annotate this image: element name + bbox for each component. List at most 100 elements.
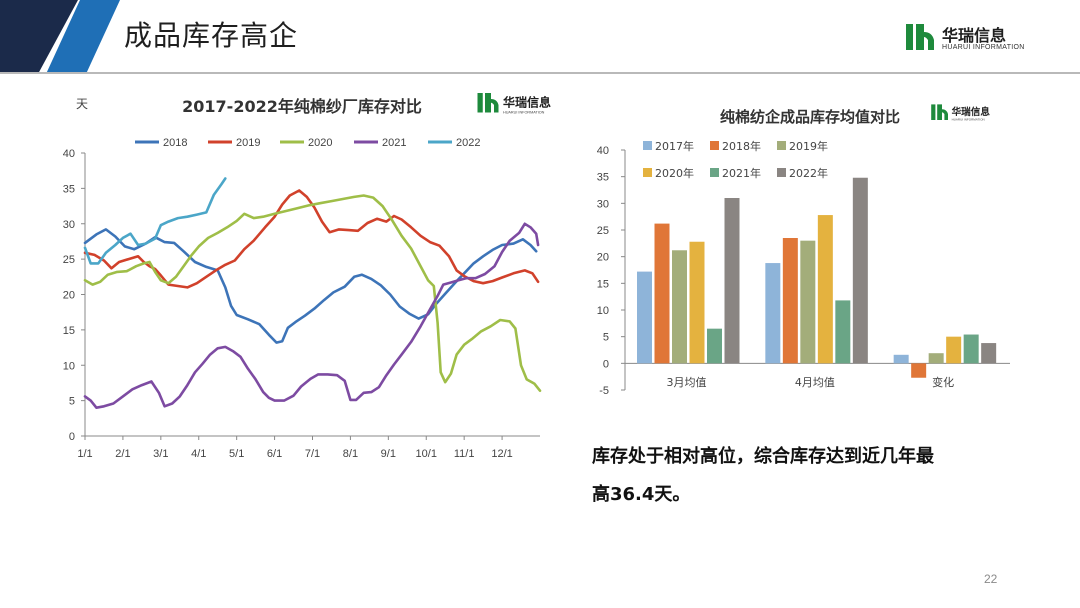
bar-2017年-变化 (893, 354, 909, 364)
bar-2021年-变化 (963, 334, 979, 364)
legend-label-2020: 2020 (308, 137, 332, 149)
line-chart-y-label: 天 (76, 97, 88, 111)
x-category-label: 4月均值 (795, 376, 835, 389)
series-line-2018 (83, 228, 538, 344)
x-tick-label: 5/1 (229, 448, 244, 460)
legend-label-2020年: 2020年 (655, 166, 694, 180)
summary-text: 库存处于相对高位，综合库存达到近几年最 高36.4天。 (592, 438, 1012, 514)
x-tick-label: 7/1 (305, 448, 320, 460)
bar-2018年-4月均值 (782, 238, 798, 364)
y-tick-label: 30 (597, 198, 609, 210)
series-line-2020 (83, 194, 542, 392)
line-chart-title: 2017-2022年纯棉纱厂库存对比 (182, 97, 422, 116)
bar-2017年-3月均值 (637, 271, 652, 364)
y-tick-label: 20 (597, 252, 609, 264)
header-divider (0, 72, 1080, 74)
bar-2022年-3月均值 (724, 198, 740, 364)
x-tick-label: 2/1 (115, 448, 130, 460)
bar-2017年-4月均值 (765, 263, 781, 364)
chart-brand-name: 华瑞信息 (503, 95, 551, 110)
y-tick-label: 25 (597, 225, 609, 237)
brand-mark-icon (485, 93, 499, 113)
bar-2020年-4月均值 (817, 215, 833, 364)
legend-swatch-2020年 (643, 168, 652, 177)
legend-label-2017年: 2017年 (655, 139, 694, 153)
bar-2019年-变化 (928, 353, 944, 364)
y-tick-label: 30 (63, 219, 75, 231)
x-category-label: 变化 (932, 375, 954, 389)
summary-line-1: 库存处于相对高位，综合库存达到近几年最 (592, 446, 934, 467)
y-tick-label: 15 (597, 278, 609, 290)
bar-2018年-变化 (911, 363, 927, 378)
chart-brand-sub: HUARUI INFORMATION (952, 118, 985, 122)
y-tick-label: 15 (63, 325, 75, 337)
y-tick-label: 10 (63, 360, 75, 372)
y-tick-label: -5 (599, 385, 609, 397)
legend-swatch-2019年 (777, 141, 786, 150)
y-tick-label: 35 (597, 172, 609, 184)
legend-label-2018: 2018 (163, 137, 187, 149)
x-tick-label: 12/1 (491, 448, 512, 460)
page-number: 22 (984, 572, 998, 586)
chart-brand-name: 华瑞信息 (952, 106, 991, 118)
legend-label-2022: 2022 (456, 137, 480, 149)
series-line-2022 (83, 177, 227, 265)
bar-2020年-变化 (946, 336, 962, 364)
y-tick-label: 5 (603, 332, 609, 344)
x-tick-label: 4/1 (191, 448, 206, 460)
header-accent (0, 0, 120, 74)
bar-2022年-4月均值 (852, 177, 868, 364)
x-tick-label: 3/1 (153, 448, 168, 460)
y-tick-label: 20 (63, 290, 75, 302)
bar-2020年-3月均值 (689, 241, 705, 364)
brand-name: 华瑞信息 (942, 26, 1007, 45)
summary-line-2: 高36.4天。 (592, 484, 691, 505)
legend-swatch-2017年 (643, 141, 652, 150)
x-tick-label: 11/1 (454, 448, 475, 460)
y-tick-label: 0 (69, 431, 75, 443)
brand-mark-icon (931, 104, 936, 120)
y-tick-label: 0 (603, 358, 609, 370)
legend-label-2019: 2019 (236, 137, 260, 149)
y-tick-label: 10 (597, 305, 609, 317)
bar-chart-title: 纯棉纺企成品库存均值对比 (720, 108, 900, 126)
bar-2021年-4月均值 (835, 300, 851, 364)
y-tick-label: 40 (597, 145, 609, 157)
series-line-2021 (83, 222, 540, 409)
x-tick-label: 1/1 (77, 448, 92, 460)
y-tick-label: 5 (69, 396, 75, 408)
brand-mark-icon (477, 93, 483, 113)
legend-swatch-2021年 (710, 168, 719, 177)
y-tick-label: 25 (63, 254, 75, 266)
brand-mark-icon (906, 24, 934, 50)
x-category-label: 3月均值 (667, 376, 707, 389)
legend-swatch-2018年 (710, 141, 719, 150)
brand-subtitle: HUARUI INFORMATION (942, 44, 1025, 51)
x-tick-label: 8/1 (343, 448, 358, 460)
bar-2019年-3月均值 (672, 250, 687, 364)
legend-swatch-2022年 (777, 168, 786, 177)
bar-2019年-4月均值 (800, 240, 816, 364)
brand-logo: 华瑞信息 HUARUI INFORMATION (904, 20, 1054, 60)
bar-2021年-3月均值 (707, 328, 722, 364)
y-tick-label: 35 (63, 183, 75, 195)
legend-label-2021年: 2021年 (722, 166, 761, 180)
y-tick-label: 40 (63, 148, 75, 160)
page-title: 成品库存高企 (124, 19, 299, 52)
legend-label-2019年: 2019年 (789, 139, 828, 153)
bar-2022年-变化 (981, 343, 997, 364)
legend-label-2022年: 2022年 (789, 166, 828, 180)
x-tick-label: 6/1 (267, 448, 282, 460)
legend-label-2021: 2021 (382, 137, 406, 149)
legend-label-2018年: 2018年 (722, 139, 761, 153)
slide-header: 成品库存高企 华瑞信息 HUARUI INFORMATION (0, 0, 1080, 74)
x-tick-label: 9/1 (381, 448, 396, 460)
chart-brand-sub: HUARUI INFORMATION (503, 110, 545, 114)
bar-2018年-3月均值 (654, 223, 670, 364)
x-tick-label: 10/1 (416, 448, 437, 460)
brand-mark-icon (937, 104, 948, 120)
